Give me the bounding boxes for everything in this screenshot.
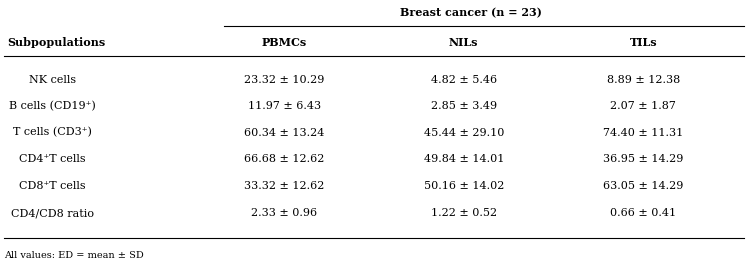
Text: CD4⁺T cells: CD4⁺T cells [19,155,86,164]
Text: 45.44 ± 29.10: 45.44 ± 29.10 [423,128,504,138]
Text: B cells (CD19⁺): B cells (CD19⁺) [9,101,96,111]
Text: 50.16 ± 14.02: 50.16 ± 14.02 [423,182,504,191]
Text: CD4/CD8 ratio: CD4/CD8 ratio [11,208,94,218]
Text: Subpopulations: Subpopulations [7,37,105,48]
Text: PBMCs: PBMCs [262,37,307,48]
Text: 2.33 ± 0.96: 2.33 ± 0.96 [251,208,317,218]
Text: 60.34 ± 13.24: 60.34 ± 13.24 [244,128,325,138]
Text: 2.85 ± 3.49: 2.85 ± 3.49 [431,101,497,111]
Text: NK cells: NK cells [28,75,76,85]
Text: CD8⁺T cells: CD8⁺T cells [19,182,86,191]
Text: 4.82 ± 5.46: 4.82 ± 5.46 [431,75,497,85]
Text: NILs: NILs [449,37,479,48]
Text: All values: ED = mean ± SD: All values: ED = mean ± SD [4,251,144,260]
Text: 0.66 ± 0.41: 0.66 ± 0.41 [610,208,676,218]
Text: 33.32 ± 12.62: 33.32 ± 12.62 [244,182,325,191]
Text: 2.07 ± 1.87: 2.07 ± 1.87 [610,101,676,111]
Text: 1.22 ± 0.52: 1.22 ± 0.52 [431,208,497,218]
Text: 23.32 ± 10.29: 23.32 ± 10.29 [244,75,325,85]
Text: 36.95 ± 14.29: 36.95 ± 14.29 [603,155,684,164]
Text: TILs: TILs [630,37,657,48]
Text: 63.05 ± 14.29: 63.05 ± 14.29 [603,182,684,191]
Text: 11.97 ± 6.43: 11.97 ± 6.43 [248,101,321,111]
Text: 66.68 ± 12.62: 66.68 ± 12.62 [244,155,325,164]
Text: T cells (CD3⁺): T cells (CD3⁺) [13,127,92,138]
Text: 49.84 ± 14.01: 49.84 ± 14.01 [423,155,504,164]
Text: Breast cancer (n = 23): Breast cancer (n = 23) [400,7,542,18]
Text: 74.40 ± 11.31: 74.40 ± 11.31 [603,128,684,138]
Text: 8.89 ± 12.38: 8.89 ± 12.38 [607,75,680,85]
